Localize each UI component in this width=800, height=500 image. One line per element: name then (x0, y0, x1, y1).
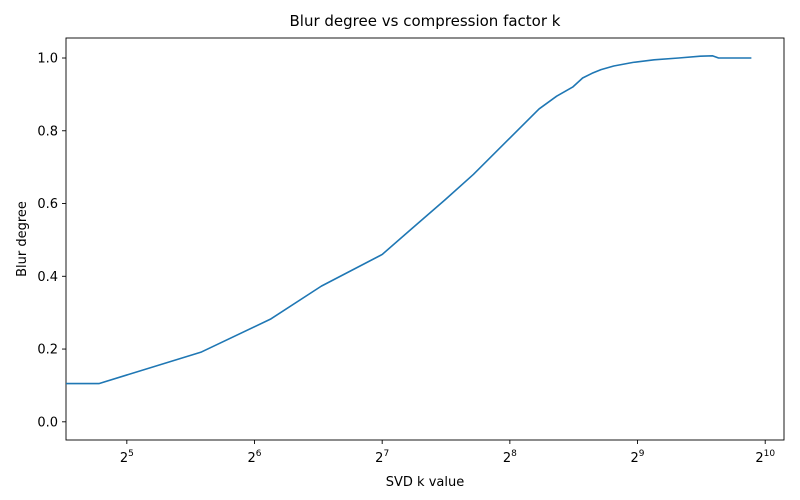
plot-area: 0.00.20.40.60.81.0 25 26 27 28 29 210 (37, 37, 785, 466)
x-axis-label: SVD k value (386, 475, 464, 490)
y-tick-label: 0.6 (37, 197, 58, 212)
x-tick-base: 2 (375, 451, 383, 466)
x-tick-exponent: 6 (256, 449, 262, 459)
y-tick-label: 0.0 (37, 415, 58, 430)
x-tick-label: 29 (631, 449, 645, 466)
x-tick-exponent: 8 (511, 449, 517, 459)
y-tick-label: 1.0 (37, 52, 58, 67)
y-axis-label: Blur degree (15, 201, 30, 277)
y-tick-label: 0.8 (37, 124, 58, 139)
x-tick-label: 27 (375, 449, 389, 466)
x-tick-label: 26 (247, 449, 261, 466)
x-tick-exponent: 10 (764, 449, 776, 459)
x-axis: 25 26 27 28 29 210 (120, 440, 775, 466)
y-tick-label: 0.4 (37, 270, 58, 285)
y-tick-label: 0.2 (37, 343, 58, 358)
x-tick-label: 28 (503, 449, 517, 466)
x-tick-base: 2 (755, 451, 763, 466)
x-tick-exponent: 7 (383, 449, 389, 459)
series-line (66, 55, 752, 385)
x-tick-base: 2 (120, 451, 128, 466)
x-tick-label: 25 (120, 449, 134, 466)
y-axis: 0.0 0.2 0.4 0.6 0.8 1.0 (37, 52, 66, 430)
x-tick-exponent: 9 (639, 449, 645, 459)
x-tick-exponent: 5 (128, 449, 134, 459)
plot-frame (65, 37, 785, 441)
series-layer (66, 55, 752, 385)
x-tick-base: 2 (631, 451, 639, 466)
x-tick-base: 2 (247, 451, 255, 466)
chart-title: Blur degree vs compression factor k (290, 12, 561, 30)
x-tick-label: 210 (755, 449, 775, 466)
x-tick-base: 2 (503, 451, 511, 466)
